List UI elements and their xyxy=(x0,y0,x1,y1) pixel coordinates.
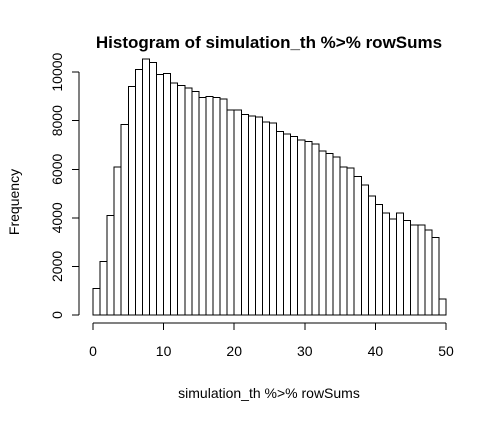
histogram-bar xyxy=(311,143,320,316)
histogram-bar xyxy=(304,140,313,316)
histogram-bar xyxy=(212,97,221,316)
x-axis-label: simulation_th %>% rowSums xyxy=(178,385,360,401)
histogram-bar xyxy=(332,156,341,316)
histogram-bar xyxy=(346,167,355,316)
histogram-bar xyxy=(156,74,165,316)
histogram-bar xyxy=(163,72,172,316)
x-tick-label: 30 xyxy=(297,343,313,359)
histogram-bar xyxy=(367,195,376,316)
histogram-bar xyxy=(403,219,412,316)
histogram-bar xyxy=(410,224,419,316)
bars xyxy=(92,58,447,316)
histogram-bar xyxy=(120,123,129,316)
x-tick-label: 40 xyxy=(368,343,384,359)
histogram-bar xyxy=(374,204,383,316)
histogram-bar xyxy=(134,69,143,316)
histogram-bar xyxy=(141,58,150,316)
histogram-bar xyxy=(381,212,391,316)
histogram-bar xyxy=(438,298,447,316)
histogram-bar xyxy=(353,176,362,316)
y-tick-label: 8000 xyxy=(49,105,65,136)
y-axis-label: Frequency xyxy=(6,169,22,235)
histogram-bar xyxy=(261,121,271,316)
histogram-bar xyxy=(127,86,136,316)
histogram-bar xyxy=(269,122,278,316)
y-tick-label: 4000 xyxy=(49,202,65,233)
histogram-bar xyxy=(325,153,334,316)
histogram-bar xyxy=(360,184,369,316)
histogram-bar xyxy=(233,109,242,316)
histogram-bar xyxy=(226,109,235,316)
histogram-bar xyxy=(177,85,186,316)
histogram-bar xyxy=(99,261,108,316)
histogram-bar xyxy=(389,218,398,316)
histogram-bar xyxy=(254,116,263,316)
y-tick-label: 2000 xyxy=(49,251,65,282)
histogram-bar xyxy=(170,82,179,316)
histogram-bar xyxy=(247,115,256,316)
y-axis: 0 2000 4000 6000 8000 10000 xyxy=(49,52,80,319)
histogram-bar xyxy=(417,224,426,316)
x-tick-label: 50 xyxy=(438,343,454,359)
histogram-bar xyxy=(318,150,327,316)
histogram-bar xyxy=(276,131,285,316)
x-tick-label: 20 xyxy=(226,343,242,359)
histogram-bar xyxy=(339,166,348,316)
histogram-bar xyxy=(290,136,299,316)
histogram-bar xyxy=(396,212,405,316)
x-axis: 0 10 20 30 40 50 xyxy=(89,322,454,359)
histogram-bar xyxy=(148,61,158,316)
y-tick-label: 0 xyxy=(49,311,65,319)
histogram-bar xyxy=(240,114,249,316)
histogram-bar xyxy=(205,95,214,316)
histogram-bar xyxy=(113,166,122,316)
x-tick-label: 0 xyxy=(89,343,97,359)
histogram-bar xyxy=(191,91,200,316)
histogram-bar xyxy=(283,133,292,316)
histogram-bar xyxy=(184,87,193,316)
x-tick-label: 10 xyxy=(156,343,172,359)
histogram-bar xyxy=(431,236,440,316)
histogram-bar xyxy=(297,139,306,316)
histogram-bar xyxy=(424,229,433,316)
y-tick-label: 6000 xyxy=(49,154,65,185)
y-tick-label: 10000 xyxy=(49,52,65,91)
histogram-bar xyxy=(92,287,101,316)
histogram-bar xyxy=(219,98,228,316)
histogram-bar xyxy=(106,214,115,316)
chart-title: Histogram of simulation_th %>% rowSums xyxy=(96,33,442,52)
histogram-bar xyxy=(198,97,207,316)
